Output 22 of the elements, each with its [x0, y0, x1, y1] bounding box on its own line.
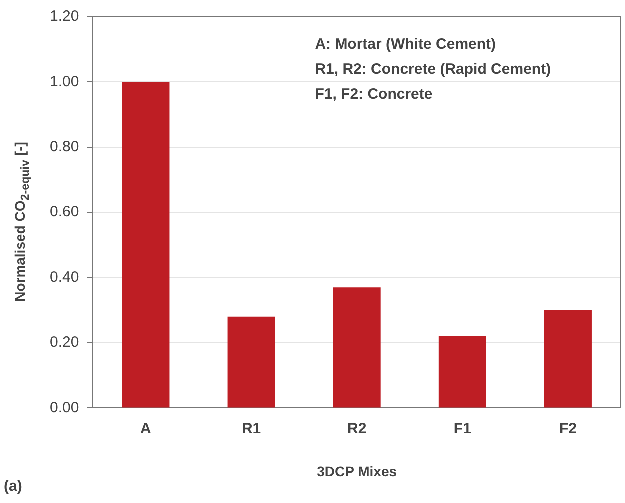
x-tick-label: F1	[454, 420, 472, 438]
annotation: R1, R2: Concrete (Rapid Cement)	[315, 61, 552, 78]
bar	[122, 82, 170, 408]
y-tick-label: 0.60	[50, 204, 80, 221]
bar	[333, 288, 381, 408]
x-tick-label: R2	[348, 420, 367, 438]
annotation: A: Mortar (White Cement)	[315, 36, 496, 54]
y-tick-label: 0.40	[50, 268, 80, 286]
x-tick-label: F2	[559, 420, 577, 438]
x-axis-title: 3DCP Mixes	[317, 463, 398, 480]
bar	[544, 310, 592, 408]
annotation: F1, F2: Concrete	[315, 86, 433, 104]
y-tick-label: 0.20	[50, 334, 80, 352]
y-tick-label: 1.00	[50, 73, 80, 90]
y-tick-label: 1.20	[50, 8, 80, 26]
text: (a)	[4, 478, 22, 496]
y-tick-label: 0.80	[50, 138, 80, 156]
bar	[228, 316, 276, 408]
y-tick-label: 0.00	[50, 399, 80, 416]
x-tick-label: A	[140, 420, 152, 438]
bar	[438, 336, 486, 408]
x-tick-label: R1	[242, 420, 262, 438]
